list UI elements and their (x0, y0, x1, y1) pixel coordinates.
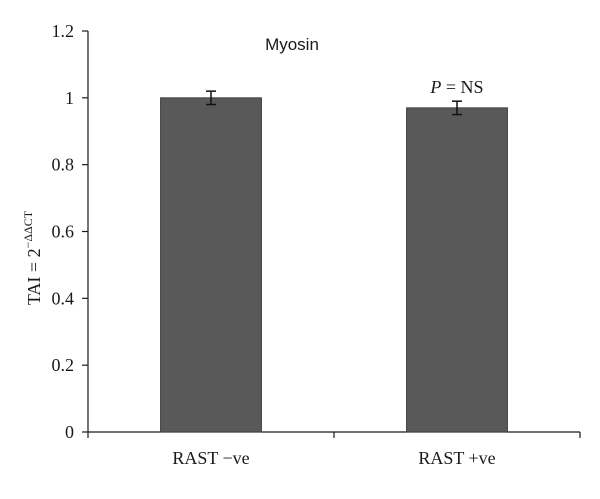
annotation-p: P (429, 77, 441, 97)
y-tick-label: 0 (65, 422, 74, 442)
y-axis-label-exponent: −ΔΔCT (21, 210, 35, 248)
y-tick-label: 0.6 (52, 222, 75, 242)
x-axis: RAST −ve RAST +ve (87, 431, 581, 468)
x-tick-label: RAST +ve (418, 448, 495, 468)
y-axis: 0 0.2 0.4 0.6 0.8 1 1.2 (52, 21, 89, 442)
y-tick-label: 0.8 (52, 155, 75, 175)
y-tick-label: 0.2 (52, 355, 75, 375)
bar (160, 97, 262, 433)
annotation-text: = NS (441, 77, 483, 97)
bar (406, 107, 508, 433)
bars (160, 97, 508, 433)
y-axis-label-base: TAI = 2 (24, 248, 44, 305)
y-tick-label: 0.4 (52, 288, 75, 308)
error-bars (206, 90, 462, 116)
y-tick-label: 1 (65, 88, 74, 108)
y-tick-label: 1.2 (52, 21, 75, 41)
y-axis-label: TAI = 2−ΔΔCT (21, 210, 44, 305)
chart-title: Myosin (265, 35, 319, 54)
significance-annotation: P = NS (429, 77, 483, 97)
x-tick-label: RAST −ve (172, 448, 249, 468)
